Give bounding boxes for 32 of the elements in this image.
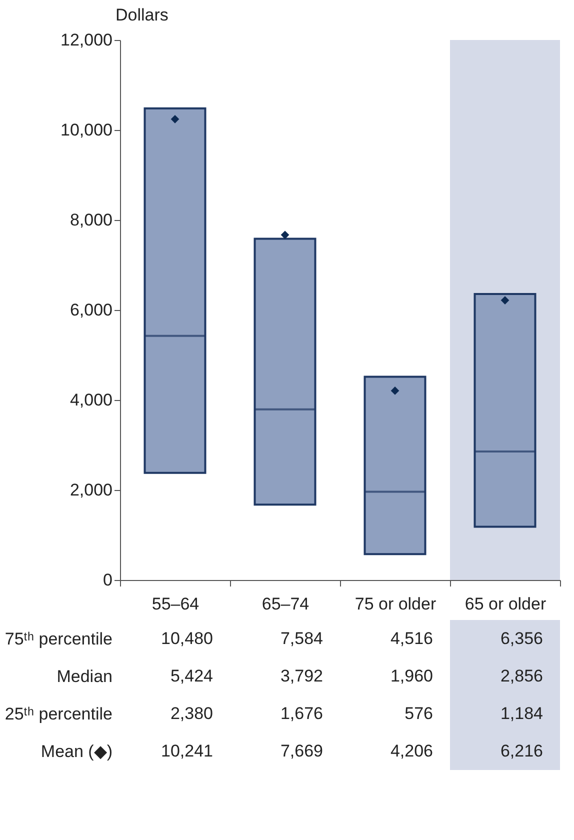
text: 75ᵗʰ percentile xyxy=(4,629,112,648)
y-tick-label: 2,000 xyxy=(70,480,112,500)
text: 3,792 xyxy=(280,666,323,686)
text: 576 xyxy=(404,704,433,723)
text: 2,856 xyxy=(500,666,543,686)
text: 4,206 xyxy=(390,741,433,760)
y-tick-label: 12,000 xyxy=(60,30,112,50)
text: 1,676 xyxy=(280,704,323,723)
text: 5,424 xyxy=(170,666,213,686)
y-tick-label: 8,000 xyxy=(70,210,112,230)
text: 6,216 xyxy=(500,741,543,760)
text: 7,669 xyxy=(280,741,323,760)
x-tick-label: 65–74 xyxy=(262,594,310,614)
y-tick-label: 6,000 xyxy=(70,300,112,320)
y-tick-label: 4,000 xyxy=(70,390,112,410)
text: 10,480 xyxy=(161,628,213,648)
text: 10,241 xyxy=(161,741,213,760)
x-tick-label: 55–64 xyxy=(152,594,200,614)
text: 2,380 xyxy=(170,704,213,723)
y-tick-label: 10,000 xyxy=(60,120,112,140)
text: 1,960 xyxy=(390,666,433,686)
x-tick-label: 75 or older xyxy=(354,594,436,614)
text: 6,356 xyxy=(500,628,543,648)
x-tick-label: 65 or older xyxy=(464,594,546,614)
y-tick-label: 0 xyxy=(103,570,112,590)
y-axis-title: Dollars xyxy=(116,6,168,24)
text: 1,184 xyxy=(500,704,543,723)
text: 7,584 xyxy=(280,628,323,648)
text: 25ᵗʰ percentile xyxy=(4,704,112,724)
text: Median xyxy=(56,666,112,686)
text: 4,516 xyxy=(390,628,433,648)
text: Mean (◆) xyxy=(40,742,112,761)
